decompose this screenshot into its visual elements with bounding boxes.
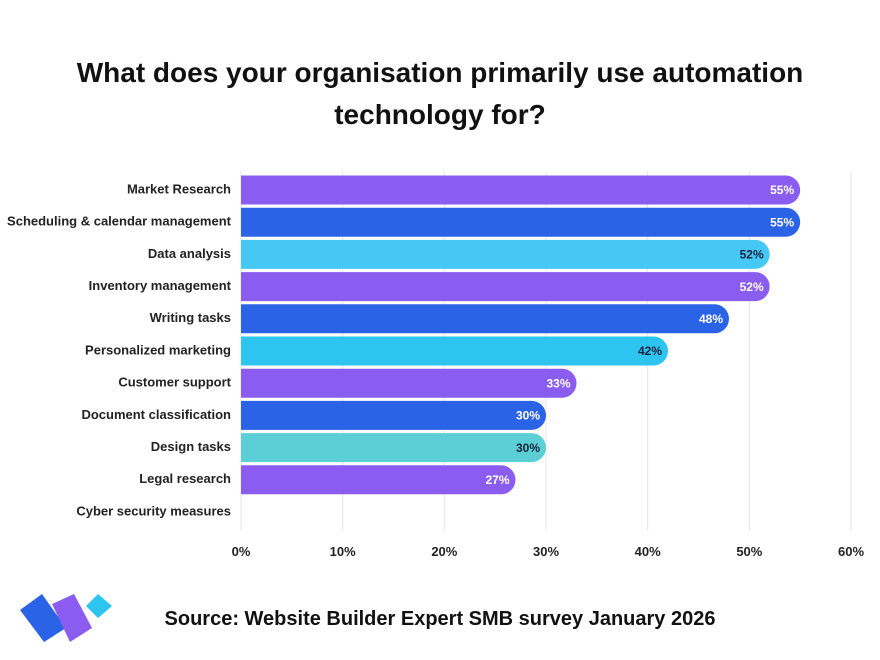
y-tick-label: Design tasks: [151, 439, 231, 454]
y-tick-label: Cyber security measures: [76, 503, 231, 518]
value-label: 27%: [485, 473, 509, 487]
bar: [241, 336, 668, 366]
y-tick-label: Customer support: [118, 375, 231, 390]
value-label: 55%: [770, 183, 794, 197]
y-tick-label: Scheduling & calendar management: [7, 214, 232, 229]
bar: [241, 207, 801, 237]
value-label: 30%: [516, 441, 540, 455]
bar: [241, 272, 770, 302]
value-label: 52%: [740, 280, 764, 294]
y-tick-label: Writing tasks: [150, 310, 231, 325]
bar: [241, 239, 770, 269]
bar: [241, 368, 577, 398]
value-label: 30%: [516, 409, 540, 423]
y-tick-label: Inventory management: [89, 278, 232, 293]
bar: [241, 175, 801, 205]
chart-title: What does your organisation primarily us…: [76, 57, 804, 130]
source-note: Source: Website Builder Expert SMB surve…: [164, 608, 716, 630]
bar: [241, 465, 516, 495]
x-tick-label: 30%: [533, 544, 559, 559]
x-tick-label: 10%: [330, 544, 356, 559]
x-tick-label: 20%: [431, 544, 457, 559]
value-label: 48%: [699, 312, 723, 326]
logo: [20, 594, 112, 642]
y-tick-label: Data analysis: [148, 246, 231, 261]
y-tick-label: Legal research: [139, 471, 231, 486]
value-label: 52%: [740, 248, 764, 262]
x-tick-label: 60%: [838, 544, 864, 559]
bar: [241, 433, 546, 463]
value-label: 42%: [638, 344, 662, 358]
x-tick-label: 40%: [635, 544, 661, 559]
bar: [241, 304, 729, 334]
value-label: 55%: [770, 215, 794, 229]
y-tick-label: Document classification: [81, 407, 231, 422]
y-tick-label: Market Research: [127, 181, 231, 196]
value-label: 33%: [546, 376, 570, 390]
y-tick-label: Personalized marketing: [85, 342, 231, 357]
x-tick-label: 0%: [232, 544, 251, 559]
x-tick-label: 50%: [736, 544, 762, 559]
bar: [241, 400, 546, 430]
